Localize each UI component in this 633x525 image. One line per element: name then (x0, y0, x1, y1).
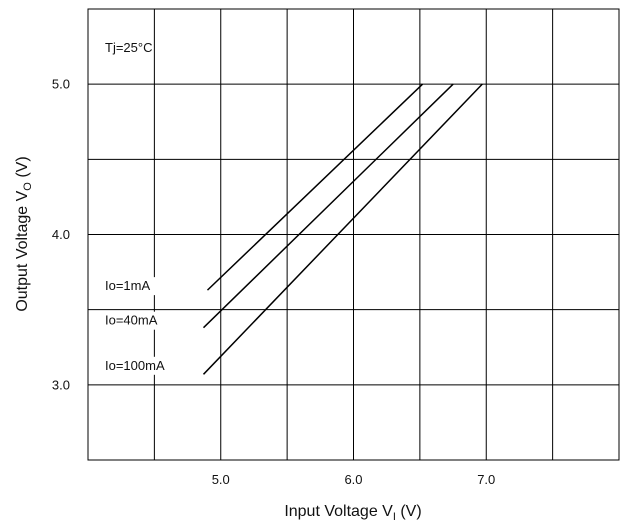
axis-titles: Input Voltage VI (V) Output Voltage VO (V… (14, 156, 422, 523)
series-label-3: Io=100mA (105, 358, 165, 373)
temperature-annotation: Tj=25°C (105, 40, 152, 55)
plot-frame (87, 8, 620, 461)
x-axis-title: Input Voltage VI (V) (284, 503, 421, 523)
series-line-2 (202, 83, 454, 329)
y-tick-label: 5.0 (52, 77, 70, 92)
series-label-2: Io=40mA (105, 313, 158, 328)
series-label-bg (102, 277, 196, 296)
series-label-1: Io=1mA (105, 278, 150, 293)
annotations: Io=1mA Io=40mA Io=100mA Tj=25°C (102, 40, 196, 375)
x-tick-label: 6.0 (344, 472, 362, 487)
series-label-bg (102, 356, 196, 375)
tick-labels: 5.0 6.0 7.0 3.0 4.0 5.0 (52, 77, 495, 487)
grid-lines (88, 9, 619, 460)
x-tick-label: 5.0 (212, 472, 230, 487)
series-lines (202, 83, 483, 375)
y-axis-title: Output Voltage VO (V) (14, 156, 34, 311)
series-line-3 (202, 83, 483, 375)
x-tick-label: 7.0 (477, 472, 495, 487)
y-tick-label: 3.0 (52, 377, 70, 392)
series-line-1 (206, 83, 424, 291)
series-label-bg (102, 311, 196, 330)
y-tick-label: 4.0 (52, 227, 70, 242)
